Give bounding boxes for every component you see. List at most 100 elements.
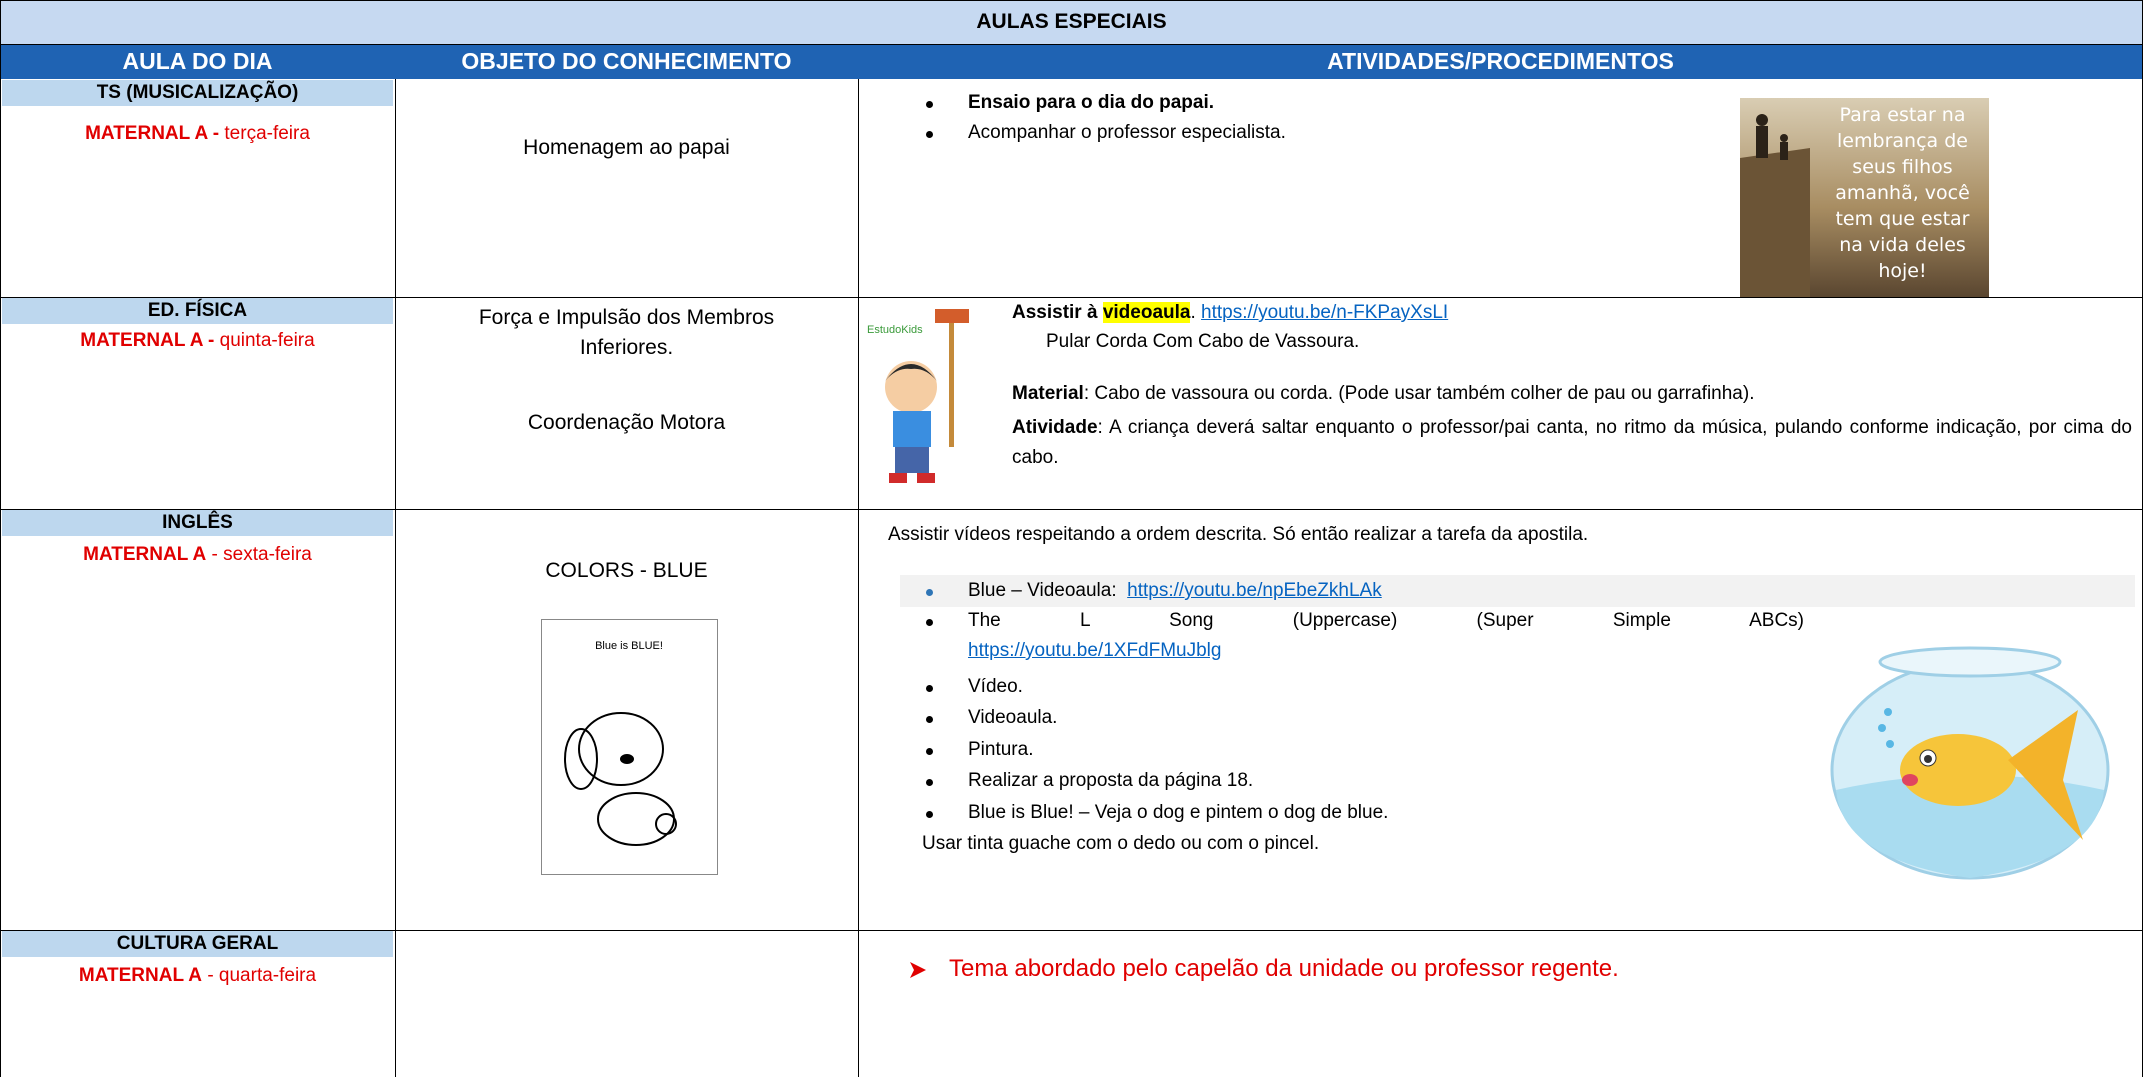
border: [395, 79, 396, 1077]
fish-bowl: [1830, 646, 2110, 880]
bullet: [926, 101, 933, 108]
knowledge: Homenagem ao papai: [523, 136, 730, 159]
activity: The L Song (Uppercase) (Super Simple ABC…: [968, 610, 1804, 631]
shoe: [917, 473, 935, 483]
dog-ear: [564, 728, 598, 790]
link[interactable]: https://youtu.be/1XFdFMuJblg: [968, 640, 1222, 661]
activity: Vídeo.: [968, 676, 1023, 697]
activity: Tema abordado pelo capelão da unidade ou…: [949, 955, 1619, 982]
subject: INGLÊS: [162, 512, 233, 533]
day: - quarta-feira: [207, 965, 317, 986]
punctuation: .: [1190, 302, 1196, 323]
bubble: [1878, 724, 1886, 732]
subject: CULTURA GERAL: [116, 933, 279, 954]
subject-box: [2, 510, 393, 536]
border: [0, 44, 2143, 45]
class-day: MATERNAL A - sexta-feira: [0, 544, 395, 566]
dog-nose: [620, 754, 634, 764]
fish: [1900, 734, 2016, 806]
arrow-bullet: [910, 962, 926, 978]
bullet-highlight: [900, 575, 2135, 607]
coloring-page: Blue is BLUE!: [541, 619, 718, 875]
label: Atividade: [1012, 417, 1098, 438]
activity-link: https://youtu.be/1XFdFMuJblg: [968, 640, 1221, 662]
bullet: [926, 131, 933, 138]
activity-subtitle: Pular Corda Com Cabo de Vassoura.: [1046, 331, 1360, 352]
photo-line: amanhã, você: [1835, 182, 1970, 204]
activity-outro: Usar tinta guache com o dedo ou com o pi…: [922, 833, 1320, 854]
bullet: [926, 619, 933, 626]
activity: Blue is Blue! – Veja o dog e pintem o do…: [968, 802, 1389, 823]
border: [858, 79, 859, 1077]
shoe: [889, 473, 907, 483]
knowledge: Coordenação Motora: [527, 411, 726, 434]
bubble: [1886, 740, 1894, 748]
class-day: MATERNAL A - terça-feira: [0, 123, 395, 145]
photo: Para estar na lembrança de seus filhos aman…: [1740, 98, 1989, 297]
header: AULA DO DIA: [122, 48, 273, 74]
group: MATERNAL A: [78, 965, 203, 986]
pier: [1740, 148, 1810, 297]
bullet: [926, 811, 933, 818]
knowledge: Força e Impulsão dos Membros: [478, 306, 775, 329]
bullet: [926, 716, 933, 723]
photo-text: Para estar na lembrança de seus filhos aman…: [1820, 102, 1985, 284]
link[interactable]: https://youtu.be/npEbeZkhLAk: [1127, 580, 1382, 601]
photo-line: seus filhos: [1852, 156, 1953, 178]
material: Material: Cabo de vassoura ou corda. (Po…: [1012, 383, 1754, 405]
border: [0, 0, 2143, 1]
knowledge: COLORS - BLUE: [545, 559, 708, 582]
fish-lips: [1902, 774, 1918, 786]
page-frame: [541, 619, 718, 875]
kid-illustration: EstudoKids: [867, 309, 969, 483]
activity-text: Atividade: A criança deverá saltar enqua…: [1012, 413, 2132, 473]
activity: Pintura.: [968, 739, 1034, 760]
fish-tail: [2008, 710, 2083, 840]
bullet: [926, 779, 933, 786]
photo-line: na vida deles: [1839, 234, 1966, 256]
subject: ED. FÍSICA: [147, 300, 248, 321]
group: MATERNAL A -: [80, 330, 215, 351]
activity-intro: Assistir vídeos respeitando a ordem desc…: [888, 524, 1589, 545]
activity: Acompanhar o professor especialista.: [968, 122, 1286, 143]
photo-line: tem que estar: [1835, 208, 1970, 230]
bullet: [926, 748, 933, 755]
highlight: videoaula: [1102, 302, 1191, 323]
day: terça-feira: [224, 123, 310, 144]
bullet: [926, 589, 933, 596]
label: Material: [1012, 383, 1084, 404]
activity: Blue – Videoaula: https://youtu.be/npEbe…: [968, 580, 1382, 602]
page-text: Blue is BLUE!: [595, 640, 663, 652]
link[interactable]: https://youtu.be/n-FKPayXsLI: [1201, 302, 1449, 323]
arrow: [910, 962, 926, 978]
border: [0, 509, 2143, 510]
activity: Videoaula.: [968, 707, 1058, 728]
bubble: [1884, 708, 1892, 716]
photo-line: Para estar na: [1839, 104, 1966, 126]
subject-box: [2, 298, 393, 324]
figure: [1756, 126, 1768, 158]
head: [885, 361, 937, 413]
broom: [949, 317, 954, 447]
day: - sexta-feira: [211, 544, 312, 565]
border: [0, 930, 2143, 931]
text: : A criança deverá saltar enquanto o pro…: [1012, 417, 2132, 468]
broom: [935, 309, 969, 323]
title: AULAS ESPECIAIS: [976, 10, 1167, 33]
header-bar: [0, 44, 2143, 79]
class-day: MATERNAL A - quarta-feira: [0, 965, 395, 987]
group: MATERNAL A -: [85, 123, 220, 144]
bowl-rim: [1878, 646, 2062, 678]
intro: Assistir à: [1012, 302, 1098, 323]
activity-line: Assistir à videoaula. https://youtu.be/n…: [1012, 302, 1448, 324]
dog-head: [578, 712, 664, 786]
figure: [1780, 142, 1788, 160]
text: Blue – Videoaula:: [968, 580, 1117, 601]
water: [1836, 775, 2104, 878]
group: MATERNAL A: [83, 544, 207, 565]
knowledge: Inferiores.: [579, 336, 674, 359]
hair: [885, 364, 937, 381]
dog-paw: [655, 813, 677, 835]
header: OBJETO DO CONHECIMENTO: [461, 48, 792, 74]
